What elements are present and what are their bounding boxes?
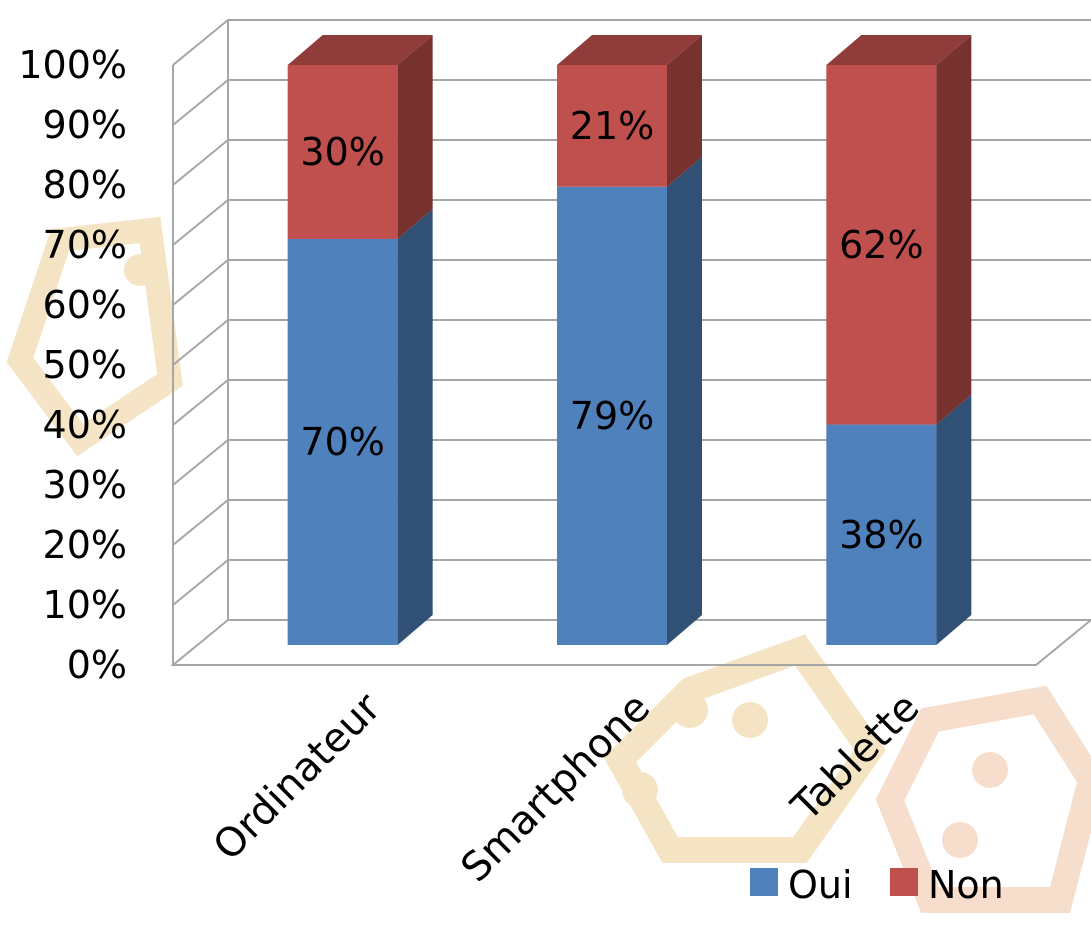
bar-stack-tablette: 38% 62% bbox=[826, 35, 972, 645]
legend-item-oui: Oui bbox=[750, 863, 853, 907]
gridline bbox=[172, 259, 1091, 306]
data-label: 79% bbox=[570, 394, 654, 438]
bar-oui bbox=[557, 186, 667, 646]
x-tick-label: Ordinateur bbox=[205, 684, 390, 869]
bar-non bbox=[826, 65, 937, 425]
y-tick-label: 10% bbox=[43, 583, 127, 627]
bar-oui bbox=[287, 239, 398, 645]
bar-oui bbox=[826, 424, 937, 645]
bar-top-non bbox=[557, 35, 702, 65]
bar-stack-ordinateur: 70% 30% bbox=[287, 35, 433, 645]
chart-floor bbox=[170, 619, 1091, 666]
legend-label: Non bbox=[928, 863, 1004, 907]
bar-side-non bbox=[936, 35, 972, 425]
y-tick-label: 0% bbox=[67, 643, 127, 687]
gridline bbox=[172, 559, 1091, 606]
gridline bbox=[172, 79, 1091, 126]
gridline bbox=[172, 139, 1091, 186]
watermark-logo bbox=[6, 216, 1091, 913]
data-label: 21% bbox=[570, 104, 654, 148]
y-tick-label: 100% bbox=[18, 43, 127, 87]
bar-side-non bbox=[397, 35, 433, 239]
legend-swatch bbox=[890, 868, 918, 896]
gridline bbox=[172, 199, 1091, 246]
bar-non bbox=[557, 65, 667, 187]
data-label: 62% bbox=[839, 223, 923, 267]
legend-label: Oui bbox=[788, 863, 853, 907]
y-tick-label: 40% bbox=[43, 403, 127, 447]
data-label: 70% bbox=[300, 420, 384, 464]
y-tick-label: 60% bbox=[43, 283, 127, 327]
bar-non bbox=[287, 65, 398, 239]
gridline bbox=[172, 439, 1091, 486]
bar-stack-smartphone: 79% 21% bbox=[557, 35, 702, 646]
y-tick-label: 90% bbox=[43, 103, 127, 147]
gridline bbox=[172, 19, 1091, 66]
gridline bbox=[172, 499, 1091, 546]
data-label: 30% bbox=[300, 130, 384, 174]
y-tick-label: 30% bbox=[43, 463, 127, 507]
data-label: 38% bbox=[839, 513, 923, 557]
legend-item-non: Non bbox=[890, 863, 1004, 907]
legend-swatch bbox=[750, 868, 778, 896]
gridline bbox=[172, 379, 1091, 426]
y-tick-label: 80% bbox=[43, 163, 127, 207]
bar-top-non bbox=[826, 35, 972, 65]
y-tick-label: 70% bbox=[43, 223, 127, 267]
bar-side-non bbox=[667, 35, 702, 187]
bar-top-non bbox=[287, 35, 433, 65]
bar-side-oui bbox=[936, 394, 972, 645]
bar-side-oui bbox=[667, 156, 702, 646]
bar-side-oui bbox=[397, 209, 433, 645]
y-tick-label: 50% bbox=[43, 343, 127, 387]
gridline bbox=[172, 319, 1091, 366]
y-tick-label: 20% bbox=[43, 523, 127, 567]
